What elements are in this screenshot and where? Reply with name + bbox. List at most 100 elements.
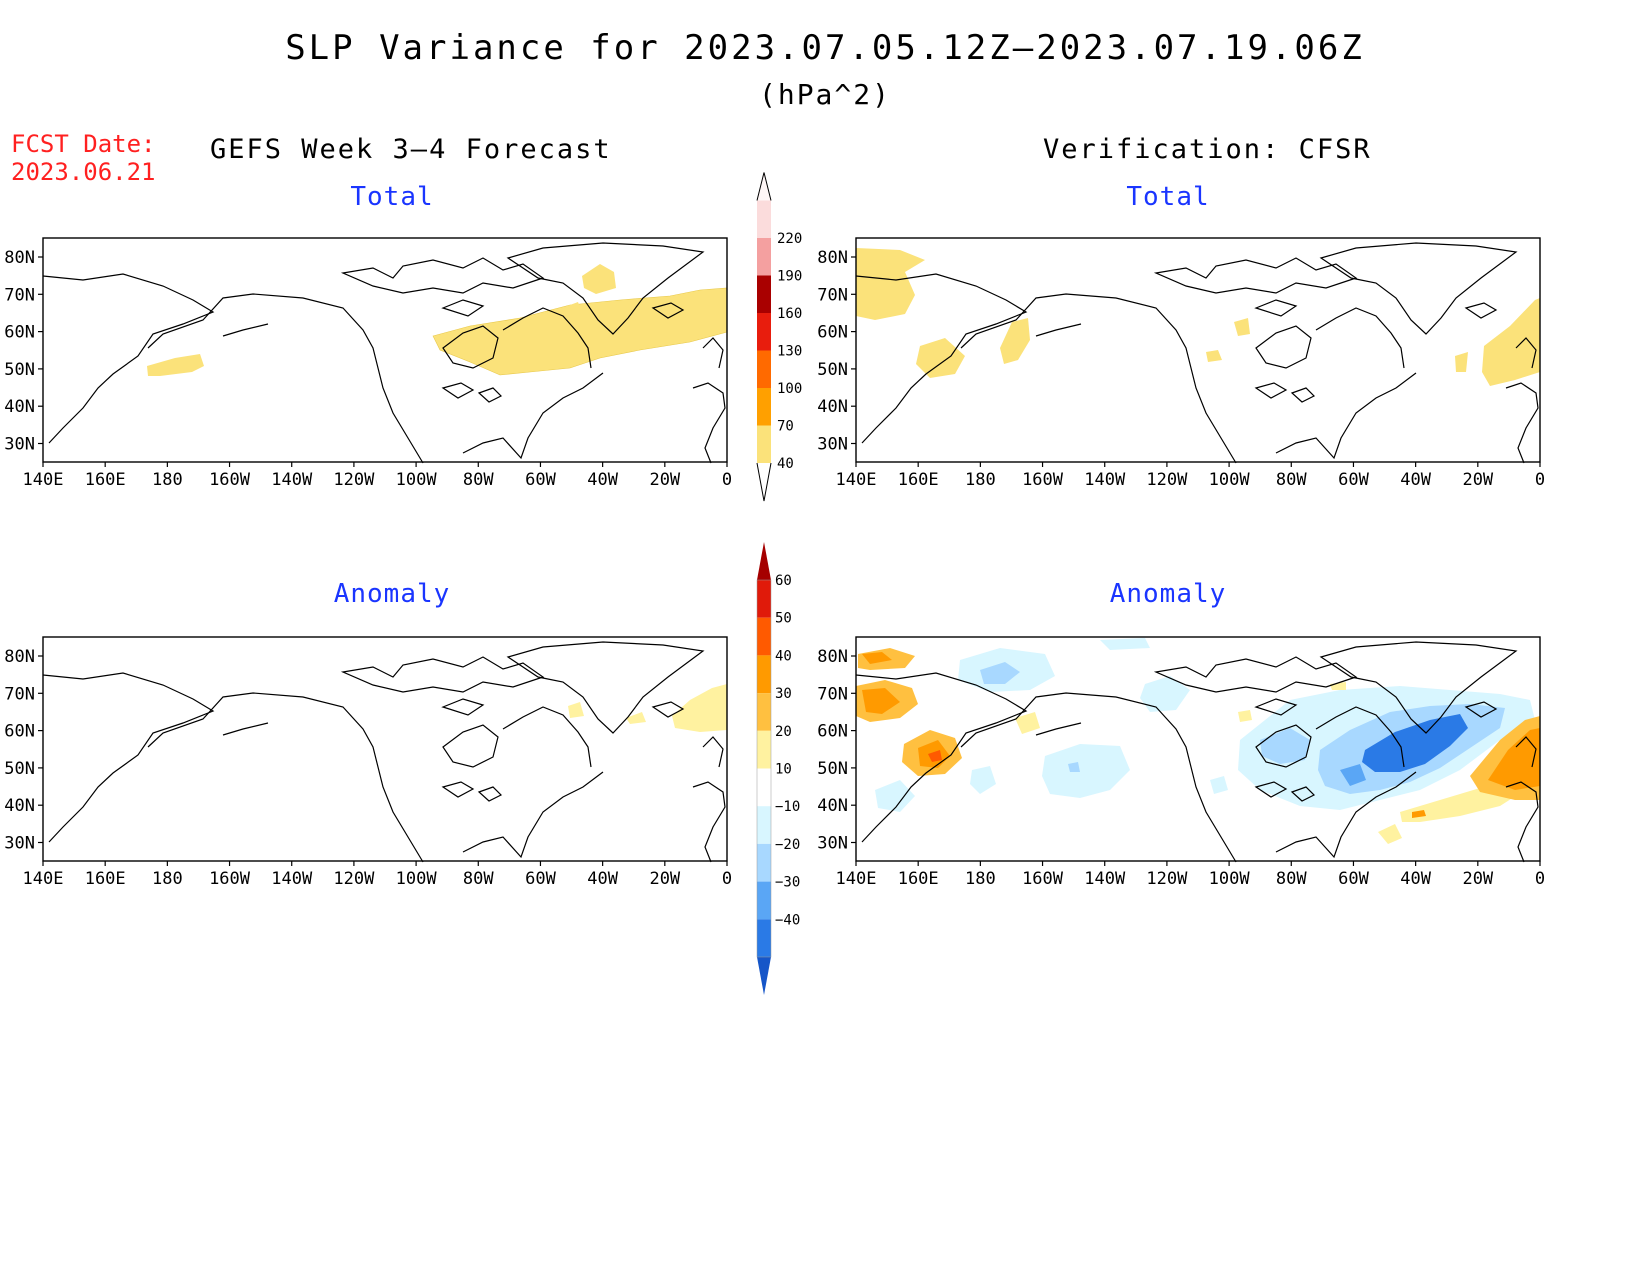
anomaly-colorbar-label: 20 <box>775 724 792 740</box>
gefs-anomaly-xtick-label: 60W <box>525 869 556 889</box>
cfsr-anomaly-ytick-label: 30N <box>817 834 848 854</box>
gefs-total-xtick-label: 120W <box>333 470 375 490</box>
gefs-total-xtick-label: 160E <box>85 470 126 490</box>
cfsr-anomaly-xtick-label: 140E <box>836 869 877 889</box>
cfsr-total-ytick-label: 60N <box>817 323 848 343</box>
anomaly-colorbar-label: 30 <box>775 686 792 702</box>
gefs-total-xtick-label: 80W <box>463 470 494 490</box>
anomaly-colorbar-label: 60 <box>775 573 792 589</box>
gefs-anomaly-xtick-label: 140W <box>271 869 313 889</box>
cfsr-anomaly-ytick-label: 80N <box>817 647 848 667</box>
main-title: SLP Variance for 2023.07.05.12Z–2023.07.… <box>285 28 1365 68</box>
anomaly-colorbar-swatch <box>757 730 771 769</box>
gefs-anomaly-xtick-label: 20W <box>649 869 680 889</box>
gefs-anomaly-ytick-label: 60N <box>4 722 35 742</box>
anomaly-colorbar-swatch <box>757 881 771 920</box>
fcst-date-label: FCST Date: <box>11 130 156 158</box>
cfsr-anomaly-panel: 140E 160E 180 160W 140W 120W 100W 80W 60W 40W 20W 0… <box>817 636 1545 889</box>
gefs-column-title: GEFS Week 3–4 Forecast <box>210 134 612 165</box>
anomaly-colorbar-label: 50 <box>775 611 792 627</box>
anomaly-colorbar-swatch <box>757 655 771 694</box>
anomaly-colorbar-swatch <box>757 617 771 656</box>
cfsr-anomaly-xtick-label: 100W <box>1209 869 1251 889</box>
cfsr-anomaly-xtick-label: 80W <box>1276 869 1307 889</box>
cfsr-total-xtick-label: 180 <box>965 470 996 490</box>
anomaly-colorbar: 60 50 40 30 20 10 −10 −20 −30 −40 <box>756 542 800 995</box>
cfsr-anomaly-ytick-label: 40N <box>817 796 848 816</box>
gefs-anomaly-xtick-label: 0 <box>722 869 732 889</box>
cfsr-total-shading <box>856 248 1540 386</box>
cfsr-total-xtick-label: 160W <box>1022 470 1064 490</box>
cfsr-total-xtick-label: 0 <box>1535 470 1545 490</box>
total-colorbar-label: 160 <box>777 306 802 322</box>
gefs-anomaly-ytick-label: 80N <box>4 647 35 667</box>
gefs-total-ytick-label: 50N <box>4 360 35 380</box>
anomaly-colorbar-top-arrow <box>757 542 771 580</box>
cfsr-column-title: Verification: CFSR <box>1043 134 1372 165</box>
anomaly-colorbar-label: 40 <box>775 648 792 664</box>
gefs-total-title: Total <box>350 182 434 212</box>
gefs-anomaly-ytick-label: 40N <box>4 796 35 816</box>
gefs-anomaly-ytick-label: 50N <box>4 759 35 779</box>
total-colorbar-swatch <box>757 350 771 388</box>
gefs-anomaly-ytick-label: 70N <box>4 684 35 704</box>
gefs-total-frame <box>42 237 728 463</box>
cfsr-anomaly-xtick-label: 20W <box>1462 869 1493 889</box>
total-colorbar: 40 70 100 130 160 190 220 <box>756 172 802 502</box>
anomaly-colorbar-label: −20 <box>775 837 800 853</box>
gefs-total-xtick-label: 40W <box>587 470 618 490</box>
cfsr-anomaly-ytick-label: 70N <box>817 684 848 704</box>
gefs-anomaly-xtick-label: 100W <box>396 869 438 889</box>
cfsr-total-xtick-label: 140W <box>1084 470 1126 490</box>
gefs-anomaly-xtick-label: 40W <box>587 869 618 889</box>
total-colorbar-label: 130 <box>777 344 802 360</box>
total-colorbar-swatch <box>757 388 771 426</box>
gefs-total-xtick-label: 100W <box>396 470 438 490</box>
cfsr-anomaly-xtick-label: 180 <box>965 869 996 889</box>
cfsr-total-ytick-label: 40N <box>817 397 848 417</box>
fcst-date-value: 2023.06.21 <box>11 158 156 186</box>
anomaly-colorbar-label: −10 <box>775 799 800 815</box>
cfsr-total-xtick-label: 120W <box>1146 470 1188 490</box>
gefs-total-xtick-label: 60W <box>525 470 556 490</box>
gefs-anomaly-xtick-label: 140E <box>23 869 64 889</box>
cfsr-anomaly-shading <box>856 638 1540 844</box>
gefs-total-xtick-label: 0 <box>722 470 732 490</box>
gefs-total-ytick-label: 60N <box>4 323 35 343</box>
cfsr-anomaly-xtick-label: 40W <box>1400 869 1431 889</box>
gefs-anomaly-xtick-label: 160W <box>209 869 251 889</box>
cfsr-anomaly-title: Anomaly <box>1109 579 1227 609</box>
anomaly-colorbar-outline <box>756 579 772 958</box>
gefs-anomaly-title: Anomaly <box>333 579 451 609</box>
cfsr-anomaly-xtick-label: 160W <box>1022 869 1064 889</box>
cfsr-total-frame <box>855 237 1541 463</box>
cfsr-total-xtick-label: 100W <box>1209 470 1251 490</box>
anomaly-colorbar-bottom-arrow <box>757 957 771 995</box>
cfsr-total-xtick-label: 140E <box>836 470 877 490</box>
total-colorbar-swatch <box>757 200 771 238</box>
gefs-total-panel: 140E 160E 180 160W 140W 120W 100W 80W 60W 40W 20W 0… <box>4 237 732 490</box>
gefs-anomaly-frame <box>42 636 728 862</box>
gefs-total-ytick-label: 80N <box>4 248 35 268</box>
gefs-total-xtick-label: 140W <box>271 470 313 490</box>
cfsr-anomaly-xtick-label: 0 <box>1535 869 1545 889</box>
total-colorbar-swatch <box>757 275 771 313</box>
gefs-total-xtick-label: 180 <box>152 470 183 490</box>
cfsr-total-xtick-label: 80W <box>1276 470 1307 490</box>
anomaly-colorbar-swatch <box>757 693 771 731</box>
gefs-anomaly-shading <box>568 684 727 732</box>
units-label: (hPa^2) <box>758 78 891 111</box>
gefs-anomaly-ytick-label: 30N <box>4 834 35 854</box>
cfsr-total-panel: 140E 160E 180 160W 140W 120W 100W 80W 60W 40W 20W 0… <box>817 237 1545 490</box>
total-colorbar-label: 40 <box>777 456 794 472</box>
anomaly-colorbar-swatch <box>757 806 771 844</box>
cfsr-total-xtick-label: 60W <box>1338 470 1369 490</box>
anomaly-colorbar-swatch <box>757 919 771 957</box>
total-colorbar-label: 190 <box>777 269 802 285</box>
gefs-anomaly-xtick-label: 120W <box>333 869 375 889</box>
anomaly-colorbar-label: −30 <box>775 875 800 891</box>
total-colorbar-label: 220 <box>777 231 802 247</box>
cfsr-anomaly-xtick-label: 60W <box>1338 869 1369 889</box>
gefs-total-ytick-label: 30N <box>4 435 35 455</box>
